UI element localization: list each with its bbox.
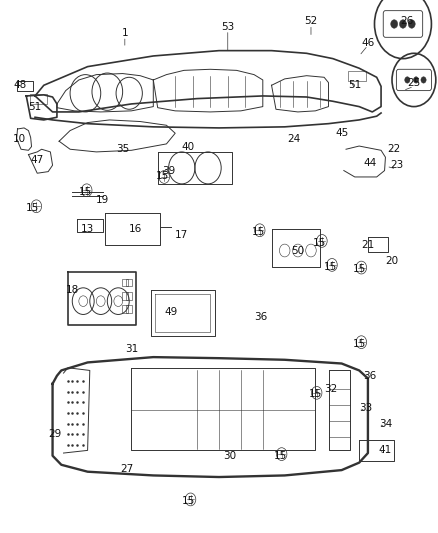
Text: 15: 15 <box>324 262 337 271</box>
Circle shape <box>399 20 406 28</box>
Text: 15: 15 <box>313 238 326 247</box>
Text: 18: 18 <box>66 286 79 295</box>
Text: 32: 32 <box>324 384 337 394</box>
Text: 48: 48 <box>13 80 26 90</box>
Text: 1: 1 <box>121 28 128 38</box>
Text: 15: 15 <box>353 264 366 274</box>
Text: 25: 25 <box>407 78 420 87</box>
Text: 50: 50 <box>291 246 304 255</box>
Text: 10: 10 <box>13 134 26 143</box>
Bar <box>348 71 366 81</box>
Text: 19: 19 <box>96 195 110 205</box>
Bar <box>126 279 132 286</box>
Bar <box>126 292 132 300</box>
Text: 31: 31 <box>125 344 138 354</box>
Circle shape <box>408 20 415 28</box>
Text: 23: 23 <box>390 160 403 170</box>
Text: 44: 44 <box>364 158 377 167</box>
Text: 15: 15 <box>26 203 39 213</box>
Text: 36: 36 <box>254 312 267 322</box>
Text: 15: 15 <box>182 496 195 506</box>
Text: 36: 36 <box>364 371 377 381</box>
Text: 15: 15 <box>274 451 287 461</box>
Circle shape <box>421 77 426 83</box>
Text: 17: 17 <box>175 230 188 239</box>
Text: 52: 52 <box>304 17 318 26</box>
Text: 15: 15 <box>353 339 366 349</box>
Circle shape <box>405 77 410 83</box>
Text: 33: 33 <box>359 403 372 413</box>
Circle shape <box>391 20 398 28</box>
Bar <box>122 292 128 300</box>
Text: 45: 45 <box>335 128 348 138</box>
Text: 53: 53 <box>221 22 234 31</box>
Text: 15: 15 <box>79 187 92 197</box>
Text: 27: 27 <box>120 464 134 474</box>
Text: 51: 51 <box>348 80 361 90</box>
Bar <box>30 94 47 104</box>
Text: 22: 22 <box>388 144 401 154</box>
Text: 34: 34 <box>379 419 392 429</box>
Text: 46: 46 <box>361 38 374 47</box>
Text: 21: 21 <box>361 240 374 250</box>
Text: 16: 16 <box>129 224 142 234</box>
Text: 35: 35 <box>116 144 129 154</box>
Text: 47: 47 <box>31 155 44 165</box>
Text: 15: 15 <box>155 171 169 181</box>
Bar <box>122 305 128 313</box>
Text: 41: 41 <box>379 446 392 455</box>
Bar <box>126 305 132 313</box>
Text: 30: 30 <box>223 451 237 461</box>
Text: 49: 49 <box>164 307 177 317</box>
Text: 26: 26 <box>401 17 414 26</box>
Bar <box>122 279 128 286</box>
Text: 20: 20 <box>385 256 399 266</box>
Text: 13: 13 <box>81 224 94 234</box>
Circle shape <box>413 77 419 83</box>
Text: 40: 40 <box>182 142 195 151</box>
Text: 15: 15 <box>309 390 322 399</box>
Text: 29: 29 <box>48 430 61 439</box>
Text: 24: 24 <box>287 134 300 143</box>
Text: 51: 51 <box>28 102 42 111</box>
Text: 39: 39 <box>162 166 175 175</box>
Text: 15: 15 <box>252 227 265 237</box>
